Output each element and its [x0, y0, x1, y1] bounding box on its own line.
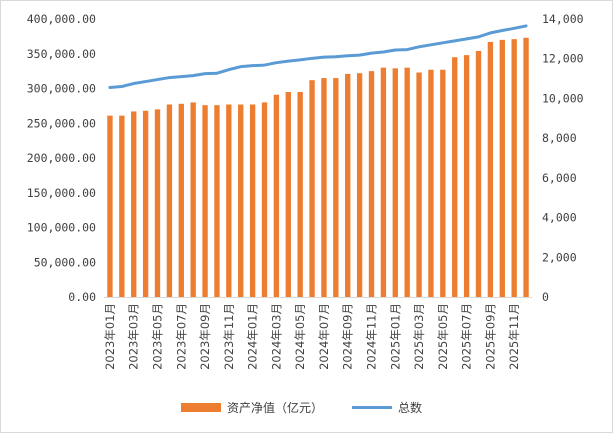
bar-2024年12月	[380, 67, 387, 298]
x-tick-label: 2025年07月	[460, 303, 474, 370]
bar-2025年04月	[428, 69, 434, 297]
bar-2025年07月	[463, 55, 470, 297]
line-series-total	[108, 24, 528, 90]
y-left-tick-label: 250,000.00	[27, 116, 96, 130]
x-tick-label: 2025年11月	[507, 303, 521, 370]
bar-2025年09月	[487, 41, 494, 298]
bar-2023年11月	[226, 104, 232, 297]
bar-2023年09月	[202, 105, 208, 298]
bar-2024年03月	[273, 94, 280, 297]
bar-2023年07月	[178, 103, 184, 297]
bar-2023年05月	[154, 109, 161, 297]
y-right-tick-label: 8,000	[542, 131, 577, 145]
bar-2023年06月	[166, 104, 173, 297]
y-left-tick-label: 200,000.00	[27, 151, 96, 165]
bars-layer	[107, 37, 529, 298]
bar-2025年02月	[404, 67, 410, 298]
legend-swatch-net-assets	[181, 403, 221, 412]
y-left-tick-label: 150,000.00	[27, 186, 96, 200]
y-right-tick-label: 6,000	[542, 171, 577, 185]
bar-2024年07月	[321, 78, 327, 297]
y-right-tick-label: 12,000	[542, 52, 584, 66]
bar-2024年05月	[297, 91, 303, 297]
bar-2025年06月	[452, 57, 458, 297]
y-left-tick-label: 0.00	[68, 290, 96, 304]
x-tick-label: 2023年07月	[174, 303, 188, 370]
bar-2025年11月	[511, 39, 517, 297]
bar-2023年03月	[131, 111, 137, 297]
y-right-tick-label: 0	[542, 290, 549, 304]
bar-2024年02月	[261, 102, 268, 298]
legend: 资产净值（亿元） 总数	[181, 400, 422, 415]
bar-2025年05月	[440, 69, 446, 297]
y-right-tick-label: 10,000	[542, 91, 584, 105]
bar-2023年12月	[238, 104, 244, 297]
y-left-tick-label: 100,000.00	[27, 221, 96, 235]
y-right-tick-label: 4,000	[542, 211, 577, 225]
axes-layer: 0.00 50,000.00 100,000.00 150,000.00 200,000…	[27, 12, 584, 370]
y-right-tick-label: 2,000	[542, 250, 577, 264]
x-tick-label: 2024年01月	[246, 303, 260, 370]
x-tick-label: 2023年03月	[127, 303, 141, 370]
bar-2025年08月	[475, 50, 482, 297]
x-tick-label: 2025年01月	[388, 303, 402, 370]
x-tick-label: 2023年05月	[151, 303, 165, 370]
x-tick-label: 2024年07月	[317, 303, 331, 370]
bar-2024年04月	[285, 91, 291, 297]
y-right-tick-label: 14,000	[542, 12, 584, 26]
y-left-tick-label: 50,000.00	[34, 255, 96, 269]
x-tick-label: 2023年09月	[198, 303, 212, 370]
x-tick-label: 2025年09月	[483, 303, 497, 370]
x-tick-label: 2024年05月	[293, 303, 307, 370]
x-tick-label: 2023年01月	[103, 303, 117, 370]
x-tick-label: 2024年11月	[365, 303, 379, 370]
bar-2023年08月	[190, 102, 196, 298]
y-left-tick-label: 350,000.00	[27, 47, 96, 61]
bar-2023年04月	[142, 110, 149, 298]
x-tick-label: 2025年03月	[412, 303, 426, 370]
bar-2024年09月	[345, 73, 351, 297]
legend-label-net-assets: 资产净值（亿元）	[227, 400, 323, 415]
bar-2023年10月	[214, 105, 220, 298]
y-left-tick-label: 300,000.00	[27, 82, 96, 96]
bar-2024年11月	[368, 71, 375, 297]
bar-2025年03月	[416, 72, 422, 297]
bar-2024年01月	[249, 104, 256, 297]
x-tick-label: 2024年03月	[269, 303, 283, 370]
bar-2024年06月	[309, 80, 315, 297]
bar-2025年10月	[499, 39, 505, 297]
bar-2024年08月	[333, 78, 339, 297]
x-tick-label: 2023年11月	[222, 303, 236, 370]
bar-2025年01月	[392, 68, 398, 297]
bar-2023年01月	[107, 115, 113, 297]
x-tick-label: 2025年05月	[436, 303, 450, 370]
line-layer	[108, 24, 528, 90]
bar-2024年10月	[356, 73, 363, 298]
legend-label-total: 总数	[398, 400, 422, 415]
y-left-tick-label: 400,000.00	[27, 12, 96, 26]
x-tick-label: 2024年09月	[341, 303, 355, 370]
bar-2025年12月	[523, 37, 529, 297]
bar-2023年02月	[119, 115, 125, 297]
